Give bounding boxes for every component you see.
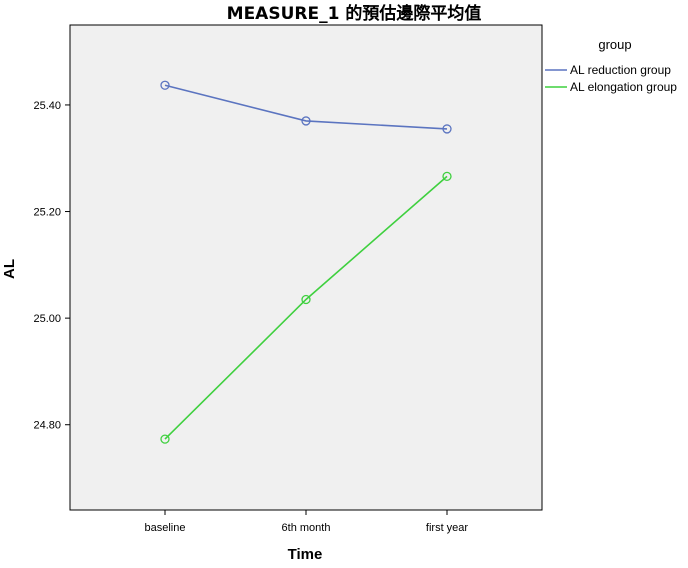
x-axis-ticks: baseline 6th month first year xyxy=(145,510,469,534)
series-layer xyxy=(160,80,452,444)
series-line-0 xyxy=(164,84,448,130)
legend-items: AL reduction group AL elongation group xyxy=(545,63,677,94)
y-tick-label: 25.40 xyxy=(33,100,61,112)
x-tick-label: 6th month xyxy=(282,522,331,534)
x-tick-label: baseline xyxy=(145,522,186,534)
legend-label: AL reduction group xyxy=(570,63,671,77)
y-tick-label: 24.80 xyxy=(33,420,61,432)
series-line-1 xyxy=(164,175,448,440)
y-tick-label: 25.00 xyxy=(33,313,61,325)
x-axis-label: Time xyxy=(288,546,323,563)
y-axis-ticks: 24.80 25.00 25.20 25.40 xyxy=(33,100,70,432)
legend-title: group xyxy=(598,37,631,52)
plot-area xyxy=(69,24,543,511)
x-tick-label: first year xyxy=(426,522,469,534)
data-point xyxy=(442,171,452,182)
data-point xyxy=(301,116,311,126)
y-tick-label: 25.20 xyxy=(33,207,61,219)
data-point xyxy=(301,294,311,305)
data-point xyxy=(160,80,170,90)
chart-title: MEASURE_1 的預估邊際平均值 xyxy=(227,3,482,24)
data-point xyxy=(160,434,170,444)
y-axis-label: AL xyxy=(1,259,18,279)
legend-label: AL elongation group xyxy=(570,80,677,94)
data-point xyxy=(442,124,452,134)
legend: group AL reduction group AL elongation gr… xyxy=(545,37,677,94)
